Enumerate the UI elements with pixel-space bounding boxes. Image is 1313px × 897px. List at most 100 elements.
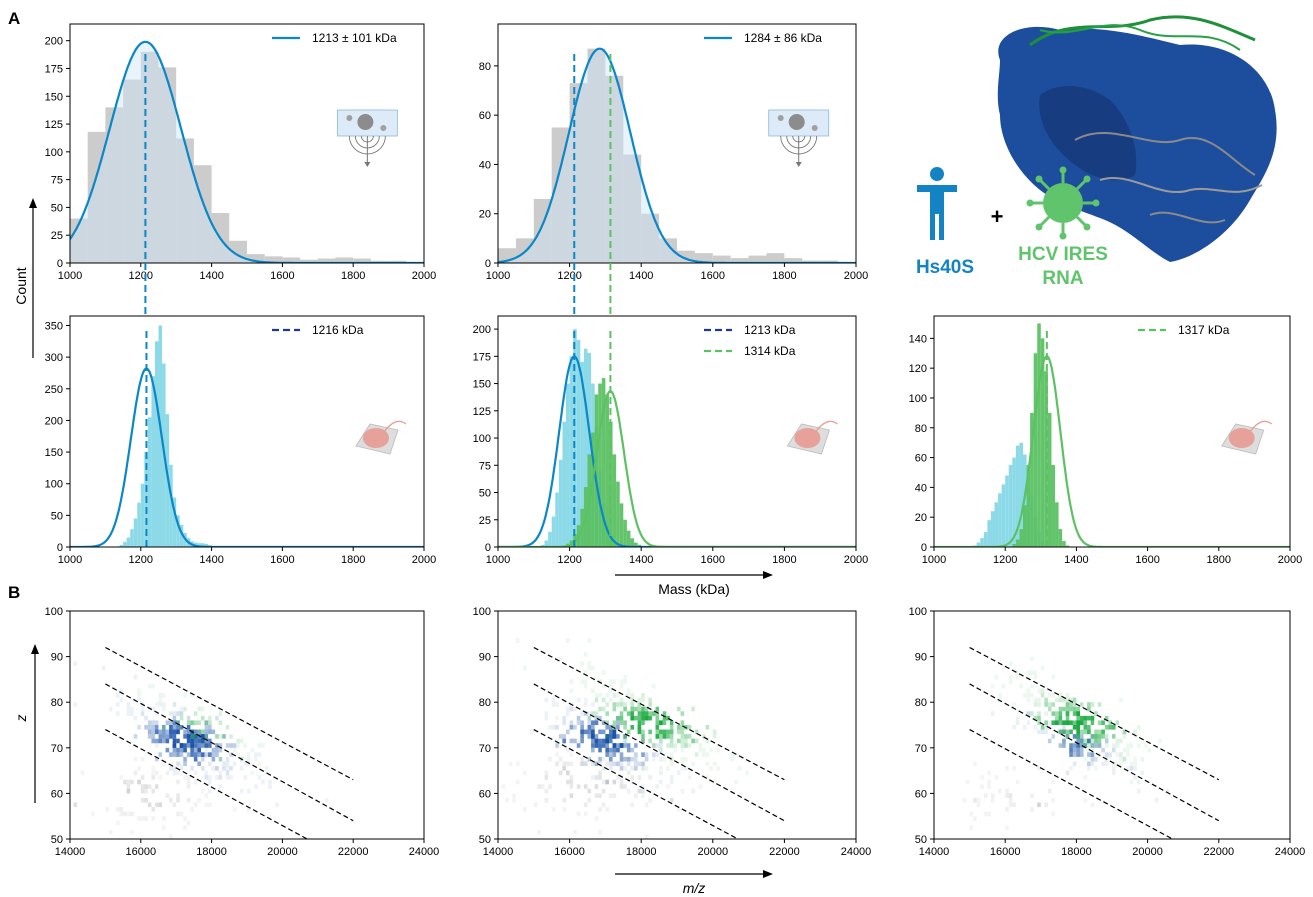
heatmap-cell <box>1090 802 1095 808</box>
heatmap-cell <box>1012 802 1016 808</box>
heatmap-cell <box>990 711 995 716</box>
heatmap-cell <box>116 711 120 716</box>
heatmap-cell <box>218 775 223 780</box>
heatmap-cell <box>1076 747 1080 753</box>
ires-rna-strand-1 <box>1029 15 1256 47</box>
heatmap-cell <box>641 706 645 712</box>
heatmap-cell <box>587 661 592 666</box>
heatmap-cell <box>591 738 595 744</box>
x-tick-label: 18000 <box>1061 846 1092 858</box>
heatmap-cell <box>673 743 677 748</box>
heatmap-cell <box>204 720 209 725</box>
heatmap-cell <box>641 761 645 767</box>
y-tick-label: 100 <box>909 393 927 405</box>
heatmap-cell <box>637 725 642 730</box>
heatmap-cell <box>569 752 574 757</box>
heatmap-cell <box>598 738 602 744</box>
heatmap-cell <box>544 775 549 780</box>
heatmap-cell <box>169 725 173 730</box>
heatmap-cell <box>655 729 660 735</box>
heatmap-cell <box>1001 683 1006 689</box>
heatmap-cell <box>1072 743 1077 748</box>
heatmap-cell <box>172 802 177 808</box>
heatmap-cell <box>1040 693 1045 698</box>
heatmap-cell <box>562 738 567 744</box>
heatmap-cell <box>151 807 155 812</box>
heatmap-cell <box>1037 802 1041 808</box>
heatmap-cell <box>666 784 670 789</box>
heatmap-cell <box>130 706 134 712</box>
heatmap-cell <box>1083 725 1088 730</box>
heatmap-cell <box>641 693 645 698</box>
heatmap-cell <box>190 752 194 757</box>
heatmap-cell <box>162 725 166 730</box>
heatmap-cell <box>605 761 609 767</box>
heatmap-cell <box>598 775 602 780</box>
heatmap-cell <box>655 725 660 730</box>
chart-b-right: 14000 16000 18000 20000 22000 240005060708090… <box>909 606 1306 858</box>
heatmap-cell <box>630 702 635 707</box>
heatmap-cell <box>612 734 617 739</box>
heatmap-cell <box>1069 743 1073 748</box>
heatmap-cell <box>530 729 534 735</box>
heatmap-cell <box>116 702 120 707</box>
y-tick-label: 90 <box>51 652 63 664</box>
histogram-bar <box>976 542 981 547</box>
heatmap-cell <box>261 779 265 785</box>
heatmap-cell <box>1055 711 1059 716</box>
heatmap-cell <box>1079 747 1084 753</box>
heatmap-cell <box>1108 752 1112 757</box>
heatmap-cell <box>229 766 233 771</box>
heatmap-cell <box>204 775 209 780</box>
heatmap-cell <box>1126 747 1130 753</box>
panel-label-b: B <box>8 583 20 602</box>
heatmap-cell <box>1051 702 1056 707</box>
heatmap-cell <box>172 702 177 707</box>
heatmap-cell <box>126 784 131 789</box>
heatmap-cell <box>1147 747 1152 753</box>
heatmap-cell <box>200 766 205 771</box>
heatmap-cell <box>144 788 148 794</box>
heatmap-cell <box>169 752 173 757</box>
heatmap-cell <box>608 729 613 735</box>
heatmap-cell <box>494 780 498 785</box>
histogram-bar <box>1019 442 1023 547</box>
heatmap-cell <box>1090 720 1095 725</box>
heatmap-cell <box>1065 702 1070 707</box>
heatmap-cell <box>1047 702 1052 707</box>
heatmap-cell <box>147 784 152 789</box>
heatmap-cell <box>566 747 570 753</box>
heatmap-cell <box>204 720 209 725</box>
heatmap-cell <box>562 715 567 721</box>
heatmap-cell <box>137 779 141 785</box>
heatmap-cell <box>215 715 219 721</box>
heatmap-cell <box>705 761 710 767</box>
histogram-bar <box>623 154 642 263</box>
heatmap-cell <box>1119 697 1123 703</box>
plot-area <box>73 646 354 839</box>
y-tick-label: 200 <box>45 415 63 427</box>
heatmap-cell <box>1079 734 1084 739</box>
heatmap-cell <box>208 729 212 735</box>
heatmap-cell <box>519 848 523 853</box>
heatmap-cell <box>162 761 166 767</box>
heatmap-cell <box>257 775 262 780</box>
heatmap-cell <box>562 766 567 771</box>
heatmap-cell <box>1090 734 1095 739</box>
heatmap-cell <box>641 706 645 712</box>
heatmap-cell <box>601 720 606 725</box>
heatmap-cell <box>172 743 177 748</box>
heatmap-cell <box>659 766 663 771</box>
histogram-bar <box>1033 353 1038 547</box>
heatmap-cell <box>1065 702 1070 707</box>
heatmap-cell <box>225 743 230 748</box>
heatmap-cell <box>91 811 95 817</box>
heatmap-cell <box>193 752 198 757</box>
heatmap-cell <box>236 743 240 748</box>
heatmap-cell <box>1040 725 1045 730</box>
y-tick-label: 60 <box>915 788 927 800</box>
heatmap-cell <box>172 702 177 707</box>
heatmap-cell <box>576 715 581 721</box>
heatmap-cell <box>137 693 141 698</box>
chart-a-bottom-left: 1000 1200 1400 1600 1800 20000501001502002503… <box>45 315 436 566</box>
